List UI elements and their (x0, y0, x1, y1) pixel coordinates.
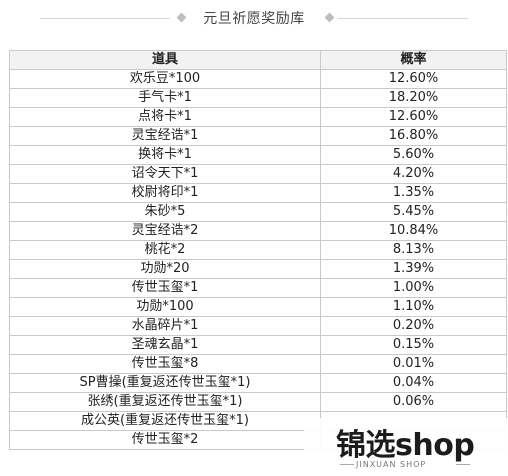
table-row: 功勋*20 1.39% (9, 259, 507, 279)
item-name-cell: 灵宝经诰*1 (9, 126, 321, 146)
table-row: 校尉将印*1 1.35% (9, 183, 507, 203)
table-row: 灵宝经诰*1 16.80% (9, 126, 507, 146)
probability-cell: 18.20% (320, 88, 507, 108)
probability-cell: 5.60% (320, 145, 507, 165)
probability-cell: 1.39% (320, 259, 507, 279)
item-name-cell: 桃花*2 (9, 240, 321, 260)
probability-cell: 8.13% (320, 240, 507, 260)
item-name-cell: 成公英(重复返还传世玉玺*1) (9, 411, 321, 431)
table-row: 传世玉玺*8 0.01% (9, 354, 507, 374)
divider-left (40, 18, 170, 19)
item-name-cell: 灵宝经诰*2 (9, 221, 321, 241)
probability-cell: 0.04% (320, 373, 507, 393)
probability-cell: 1.10% (320, 297, 507, 317)
table-row: 功勋*100 1.10% (9, 297, 507, 317)
divider-right (338, 18, 468, 19)
item-name-cell: 功勋*100 (9, 297, 321, 317)
table-row: 桃花*2 8.13% (9, 240, 507, 260)
table-row: 水晶碎片*1 0.20% (9, 316, 507, 336)
item-name-cell: 换将卡*1 (9, 145, 321, 165)
item-name-cell: 水晶碎片*1 (9, 316, 321, 336)
probability-cell: 12.60% (320, 69, 507, 89)
probability-cell: 0.15% (320, 335, 507, 355)
column-header-probability: 概率 (320, 50, 507, 70)
table-row: 灵宝经诰*2 10.84% (9, 221, 507, 241)
table-row: 传世玉玺*1 1.00% (9, 278, 507, 298)
item-name-cell: 传世玉玺*8 (9, 354, 321, 374)
diamond-ornament-icon (324, 12, 335, 23)
reward-probability-table: 道具 概率 欢乐豆*100 12.60% 手气卡*1 18.20% 点将卡*1 12.60… (9, 50, 507, 450)
item-name-cell: 圣魂玄晶*1 (9, 335, 321, 355)
watermark-subtitle: JINXUAN SHOP (356, 460, 427, 469)
item-name-cell: 点将卡*1 (9, 107, 321, 127)
column-header-item: 道具 (9, 50, 321, 70)
diamond-ornament-icon (176, 12, 187, 23)
item-name-cell: 手气卡*1 (9, 88, 321, 108)
watermark-divider (456, 464, 470, 465)
table-header-row: 道具 概率 (9, 50, 507, 70)
table-row: 张绣(重复返还传世玉玺*1) 0.06% (9, 392, 507, 412)
table-row: 诏令天下*1 4.20% (9, 164, 507, 184)
item-name-cell: 传世玉玺*1 (9, 278, 321, 298)
section-header: 元旦祈愿奖励库 (0, 0, 508, 40)
item-name-cell: 朱砂*5 (9, 202, 321, 222)
watermark-logo: 锦选shop JINXUAN SHOP (304, 418, 508, 476)
item-name-cell: 传世玉玺*2 (9, 430, 321, 450)
watermark-brand: 锦选shop (336, 428, 475, 463)
probability-cell: 1.35% (320, 183, 507, 203)
section-title: 元旦祈愿奖励库 (203, 11, 305, 27)
probability-cell: 4.20% (320, 164, 507, 184)
table-row: 圣魂玄晶*1 0.15% (9, 335, 507, 355)
item-name-cell: 诏令天下*1 (9, 164, 321, 184)
item-name-cell: 张绣(重复返还传世玉玺*1) (9, 392, 321, 412)
table-row: 点将卡*1 12.60% (9, 107, 507, 127)
item-name-cell: 欢乐豆*100 (9, 69, 321, 89)
table-row: 朱砂*5 5.45% (9, 202, 507, 222)
probability-cell: 5.45% (320, 202, 507, 222)
item-name-cell: SP曹操(重复返还传世玉玺*1) (9, 373, 321, 393)
table-row: 换将卡*1 5.60% (9, 145, 507, 165)
table-row: 欢乐豆*100 12.60% (9, 69, 507, 89)
watermark-divider (340, 464, 354, 465)
table-row: SP曹操(重复返还传世玉玺*1) 0.04% (9, 373, 507, 393)
probability-cell: 0.06% (320, 392, 507, 412)
probability-cell: 0.20% (320, 316, 507, 336)
table-row: 手气卡*1 18.20% (9, 88, 507, 108)
probability-cell: 16.80% (320, 126, 507, 146)
probability-cell: 10.84% (320, 221, 507, 241)
item-name-cell: 功勋*20 (9, 259, 321, 279)
probability-cell: 1.00% (320, 278, 507, 298)
probability-cell: 12.60% (320, 107, 507, 127)
probability-cell: 0.01% (320, 354, 507, 374)
item-name-cell: 校尉将印*1 (9, 183, 321, 203)
